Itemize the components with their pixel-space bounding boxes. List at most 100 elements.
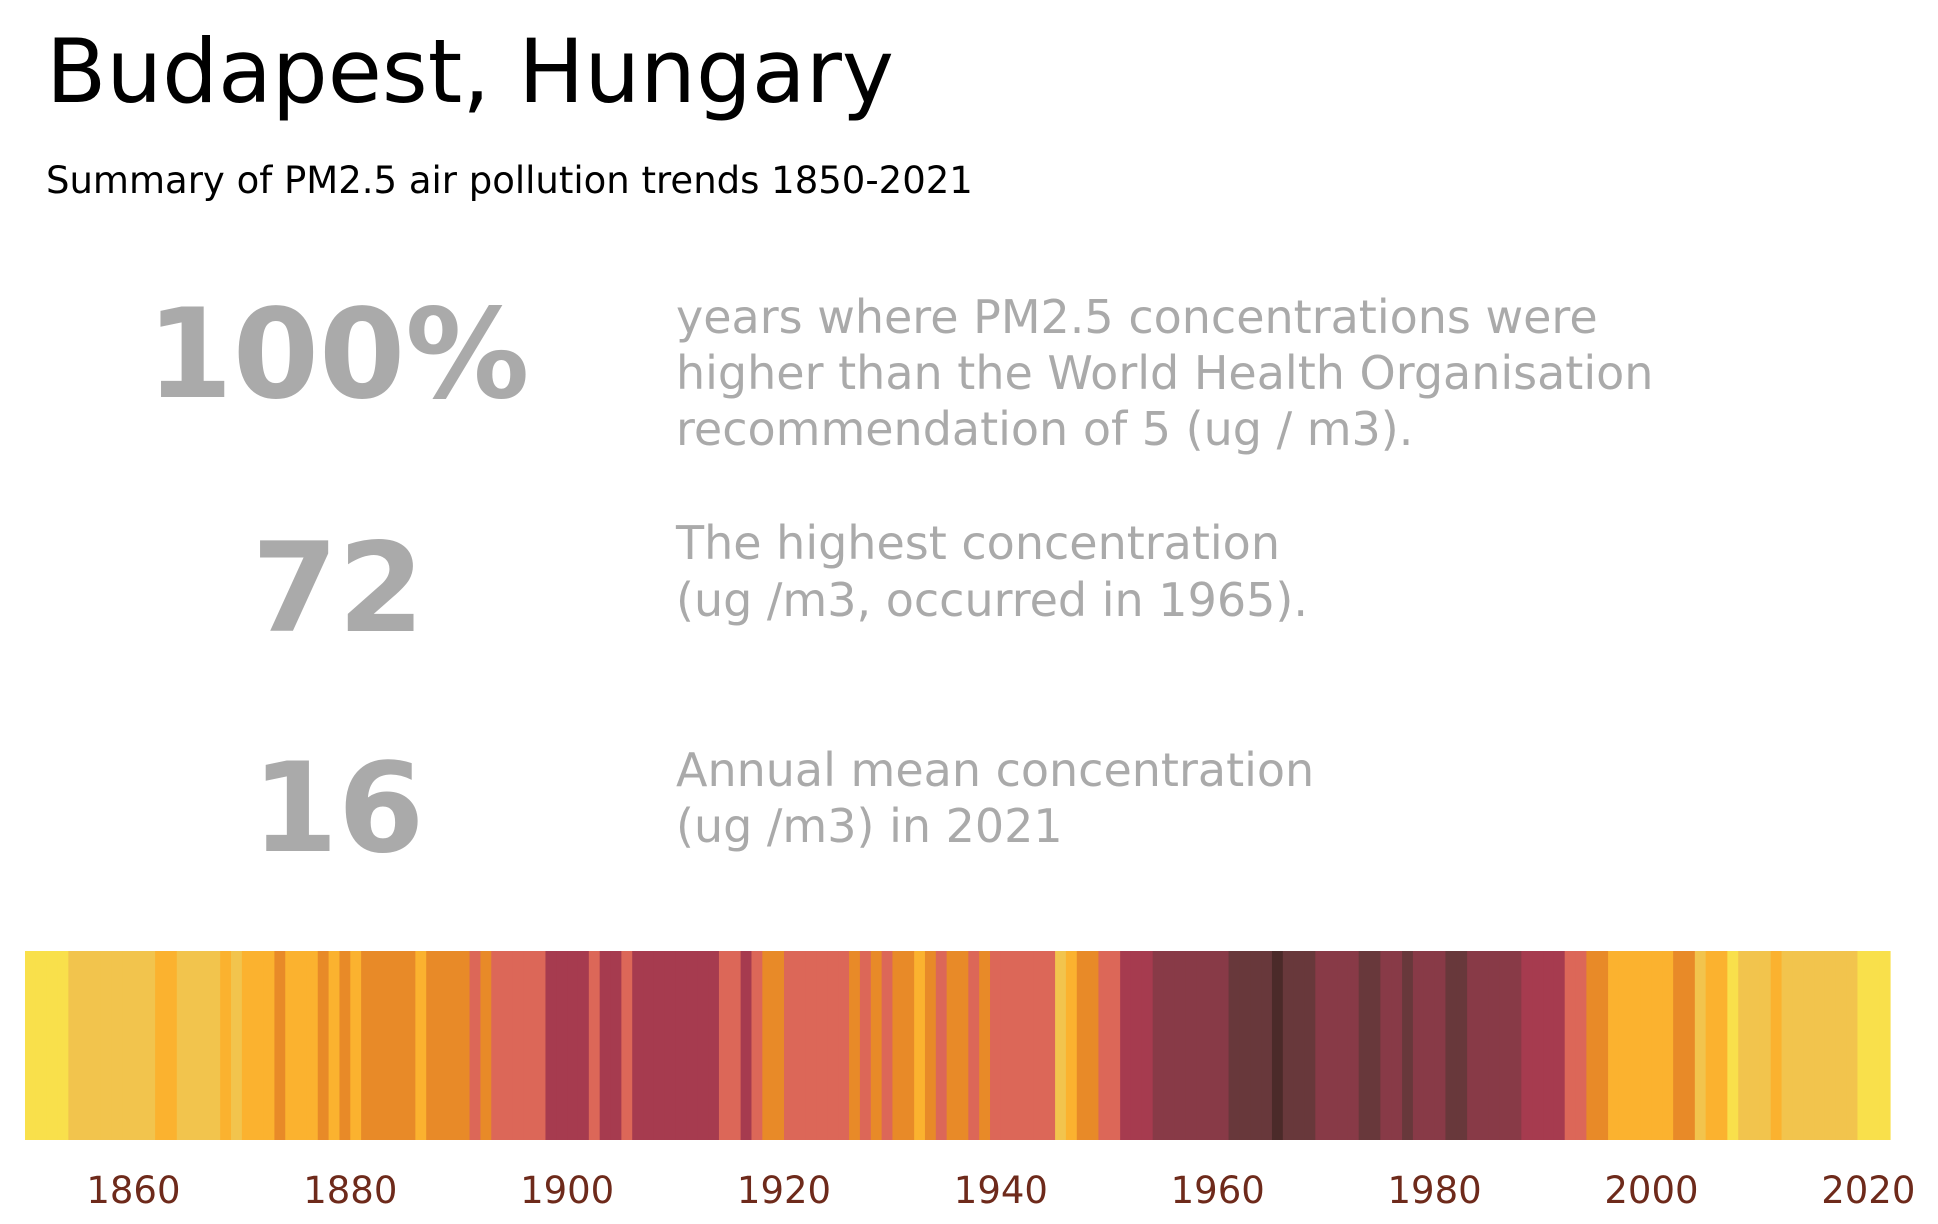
stripe <box>339 951 351 1140</box>
stripe <box>816 951 828 1140</box>
stripe <box>1293 951 1306 1140</box>
stripe <box>252 951 265 1140</box>
x-tick-label: 2000 <box>1604 1169 1698 1212</box>
stripe <box>968 951 980 1140</box>
stripe <box>1857 951 1869 1140</box>
stripe <box>1456 951 1468 1140</box>
stripe <box>1738 951 1750 1140</box>
stripe <box>1011 951 1024 1140</box>
stripe <box>1358 951 1371 1140</box>
stripe <box>1098 951 1110 1140</box>
stripe <box>1423 951 1436 1140</box>
stripe <box>1402 951 1414 1140</box>
stripe <box>1369 951 1381 1140</box>
stripe <box>382 951 395 1140</box>
stripe <box>155 951 167 1140</box>
stripe <box>577 951 590 1140</box>
x-tick-label: 1860 <box>86 1169 180 1212</box>
stripe <box>881 951 894 1140</box>
x-tick-label: 2020 <box>1821 1169 1915 1212</box>
stripe <box>1163 951 1175 1140</box>
stripe <box>556 951 568 1140</box>
stripe <box>1499 951 1512 1140</box>
stripe <box>1543 951 1555 1140</box>
stripe <box>892 951 904 1140</box>
x-tick-label: 1940 <box>954 1169 1048 1212</box>
stripe <box>784 951 796 1140</box>
stripe <box>317 951 330 1140</box>
stripe <box>1347 951 1360 1140</box>
stripe <box>1694 951 1707 1140</box>
stripe <box>1727 951 1739 1140</box>
stripe <box>1759 951 1772 1140</box>
stripe <box>697 951 709 1140</box>
stripe <box>458 951 471 1140</box>
stripe <box>1228 951 1241 1140</box>
stripe <box>220 951 232 1140</box>
stripe <box>437 951 449 1140</box>
stripe <box>1065 951 1078 1140</box>
stripe <box>491 951 503 1140</box>
x-tick-label: 1920 <box>737 1169 831 1212</box>
stripe <box>25 951 37 1140</box>
stripe <box>599 951 612 1140</box>
stat-figure: 100% <box>146 283 529 427</box>
stripe <box>914 951 926 1140</box>
stripe <box>838 951 850 1140</box>
x-tick-label: 1980 <box>1388 1169 1482 1212</box>
stripe <box>1206 951 1219 1140</box>
stripe <box>664 951 677 1140</box>
stripe <box>1781 951 1794 1140</box>
stripe <box>1304 951 1316 1140</box>
stripe <box>1662 951 1674 1140</box>
stripe <box>176 951 189 1140</box>
stripe <box>643 951 655 1140</box>
stripe <box>111 951 124 1140</box>
stripe <box>957 951 969 1140</box>
stripe <box>1467 951 1479 1140</box>
stripe <box>1217 951 1230 1140</box>
stripe <box>1770 951 1783 1140</box>
stripe <box>534 951 547 1140</box>
stripe <box>1749 951 1761 1140</box>
stripe <box>274 951 286 1140</box>
stripe <box>371 951 384 1140</box>
stripe <box>393 951 406 1140</box>
stripe <box>610 951 622 1140</box>
stripe <box>1846 951 1859 1140</box>
stripe <box>1683 951 1696 1140</box>
stripe <box>827 951 839 1140</box>
stripe <box>1716 951 1728 1140</box>
stripe <box>1337 951 1349 1140</box>
stripe <box>480 951 492 1140</box>
stripe <box>187 951 200 1140</box>
stripe <box>209 951 221 1140</box>
stripe <box>1673 951 1685 1140</box>
stripe <box>1196 951 1208 1140</box>
stripe <box>1022 951 1035 1140</box>
stripe <box>1835 951 1848 1140</box>
subtitle: Summary of PM2.5 air pollution trends 18… <box>46 159 973 202</box>
stripe <box>328 951 341 1140</box>
stripe <box>946 951 959 1140</box>
stripe <box>1564 951 1577 1140</box>
stripe <box>632 951 644 1140</box>
stripe <box>990 951 1002 1140</box>
stripe <box>502 951 514 1140</box>
x-tick-label: 1880 <box>303 1169 397 1212</box>
stripe <box>1792 951 1804 1140</box>
stripe <box>1380 951 1392 1140</box>
stripe <box>1087 951 1100 1140</box>
stripe <box>1803 951 1815 1140</box>
stripe <box>1185 951 1197 1140</box>
stat-description: years where PM2.5 concentrations were <box>676 290 1598 344</box>
stripe <box>1586 951 1598 1140</box>
stripe <box>686 951 698 1140</box>
stripe <box>404 951 416 1140</box>
stripe <box>1521 951 1533 1140</box>
stripe <box>859 951 872 1140</box>
stripe <box>924 951 937 1140</box>
stripe <box>198 951 210 1140</box>
stripe <box>1315 951 1327 1140</box>
